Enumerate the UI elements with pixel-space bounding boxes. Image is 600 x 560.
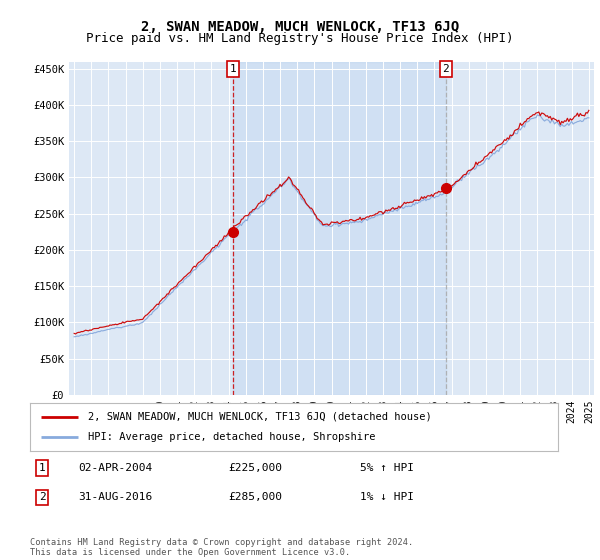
Text: 2, SWAN MEADOW, MUCH WENLOCK, TF13 6JQ (detached house): 2, SWAN MEADOW, MUCH WENLOCK, TF13 6JQ (… (88, 412, 432, 422)
Text: 1% ↓ HPI: 1% ↓ HPI (360, 492, 414, 502)
Text: £285,000: £285,000 (228, 492, 282, 502)
Text: HPI: Average price, detached house, Shropshire: HPI: Average price, detached house, Shro… (88, 432, 376, 442)
Text: 5% ↑ HPI: 5% ↑ HPI (360, 463, 414, 473)
Text: 2: 2 (38, 492, 46, 502)
Text: 2, SWAN MEADOW, MUCH WENLOCK, TF13 6JQ: 2, SWAN MEADOW, MUCH WENLOCK, TF13 6JQ (141, 20, 459, 34)
Text: 02-APR-2004: 02-APR-2004 (78, 463, 152, 473)
Text: £225,000: £225,000 (228, 463, 282, 473)
Text: 2: 2 (443, 64, 449, 74)
Text: Price paid vs. HM Land Registry's House Price Index (HPI): Price paid vs. HM Land Registry's House … (86, 32, 514, 45)
Text: 1: 1 (229, 64, 236, 74)
Text: 31-AUG-2016: 31-AUG-2016 (78, 492, 152, 502)
Text: 1: 1 (38, 463, 46, 473)
Text: Contains HM Land Registry data © Crown copyright and database right 2024.
This d: Contains HM Land Registry data © Crown c… (30, 538, 413, 557)
Bar (233, 62, 446, 395)
